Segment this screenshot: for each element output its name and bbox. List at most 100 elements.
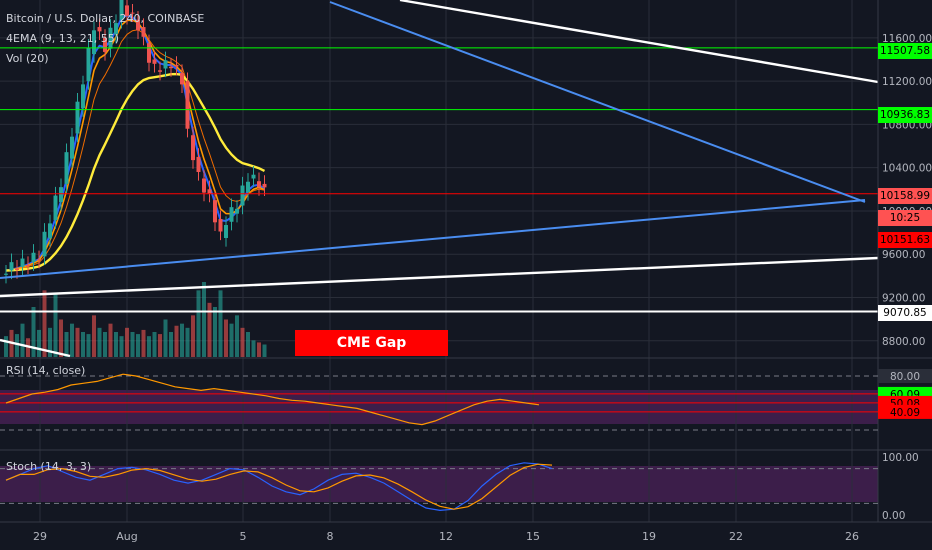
countdown-tag: 10:25	[878, 210, 932, 226]
candle-body	[152, 59, 157, 64]
candle-body	[185, 81, 190, 129]
time-label: 19	[642, 530, 656, 543]
volume-bar	[119, 336, 124, 357]
candle-body	[59, 187, 63, 203]
volume-bar	[125, 327, 129, 357]
volume-bar	[141, 329, 146, 357]
candle-body	[158, 70, 162, 72]
volume-bar	[15, 334, 19, 357]
trendline-white-lower	[0, 256, 879, 298]
candle-body	[97, 27, 102, 32]
candle-body	[48, 223, 52, 239]
volume-bar	[235, 315, 239, 357]
volume-bar	[48, 327, 52, 357]
candle-body	[163, 60, 168, 69]
candle-body	[235, 208, 239, 214]
candle-body	[20, 258, 25, 267]
trendline-ascending	[0, 199, 866, 279]
cme-gap-label: CME Gap	[295, 330, 448, 356]
volume-bar	[103, 332, 107, 357]
price-tick-label: 9600.00	[882, 249, 925, 261]
volume-bar	[257, 342, 261, 357]
volume-bar	[64, 332, 69, 357]
candle-body	[136, 19, 140, 31]
candle-body	[251, 174, 256, 179]
time-label: 29	[33, 530, 47, 543]
candle-body	[218, 219, 223, 232]
candle-body	[262, 183, 267, 188]
time-label: 22	[729, 530, 743, 543]
candle-body	[15, 268, 19, 271]
candle-body	[202, 178, 206, 193]
candle-body	[240, 185, 245, 206]
volume-bar	[229, 323, 234, 357]
volume-bar	[53, 294, 58, 357]
candle-body	[174, 64, 179, 67]
price-tick-label: 9200.00	[882, 293, 925, 305]
rsi-band	[0, 390, 878, 424]
volume-bar	[70, 323, 74, 357]
volume-bar	[169, 332, 173, 357]
ema-13-line	[5, 19, 265, 272]
rsi-tick-label: 40.09	[890, 407, 920, 419]
candle-body	[207, 189, 212, 194]
volume-bar	[158, 334, 162, 357]
candle-body	[75, 101, 80, 134]
candle-body	[180, 73, 184, 85]
volume-bar	[31, 307, 36, 357]
candle-body	[108, 27, 113, 49]
volume-bar	[86, 334, 91, 357]
volume-bar	[81, 332, 85, 357]
ema-legend: 4EMA (9, 13, 21, 55)	[6, 32, 120, 45]
candle-body	[125, 5, 129, 16]
candle-body	[37, 259, 41, 261]
volume-bar	[114, 332, 118, 357]
price-tag-9070: 9070.85	[878, 305, 932, 321]
chart-title: Bitcoin / U.S. Dollar, 240, COINBASE	[6, 12, 205, 25]
volume-bar	[97, 327, 102, 357]
volume-bar	[251, 340, 256, 357]
volume-bar	[136, 334, 140, 357]
stoch-band	[0, 466, 878, 502]
candle-body	[196, 156, 201, 173]
rsi-tag-bg	[878, 404, 932, 419]
candle-body	[53, 195, 58, 221]
rsi-tag-bg	[878, 369, 932, 383]
trendline-descending	[329, 1, 866, 203]
volume-bar	[37, 329, 41, 357]
candle-body	[9, 262, 14, 271]
candle-body	[141, 27, 146, 37]
time-label: 15	[526, 530, 540, 543]
candle-body	[119, 0, 124, 20]
price-tick-label: 8800.00	[882, 336, 925, 348]
candle-body	[4, 273, 8, 275]
rsi-legend: RSI (14, close)	[6, 364, 86, 377]
candle-body	[114, 23, 118, 35]
price-tag-11507: 11507.58	[878, 43, 932, 59]
candle-body	[70, 136, 74, 159]
stoch-legend: Stoch (14, 3, 3)	[6, 460, 92, 473]
volume-bar	[92, 315, 96, 357]
candle-body	[42, 231, 47, 257]
volume-bar	[262, 344, 267, 357]
time-label: 26	[845, 530, 859, 543]
volume-bar	[240, 327, 245, 357]
volume-bar	[196, 290, 201, 357]
volume-bar	[218, 290, 223, 357]
time-label: 5	[240, 530, 247, 543]
candle-body	[229, 207, 234, 222]
price-tag-10158: 10158.99	[878, 188, 932, 204]
time-label: 12	[439, 530, 453, 543]
candle-body	[92, 30, 96, 55]
volume-legend: Vol (20)	[6, 52, 49, 65]
candle-body	[191, 135, 195, 161]
volume-bar	[59, 319, 63, 357]
volume-bar	[108, 323, 113, 357]
candle-body	[246, 181, 250, 193]
ema-55-line	[5, 72, 266, 272]
candle-body	[169, 66, 173, 69]
price-tick-label: 10400.00	[882, 163, 932, 175]
candle-body	[31, 252, 36, 263]
candle-body	[130, 12, 135, 14]
